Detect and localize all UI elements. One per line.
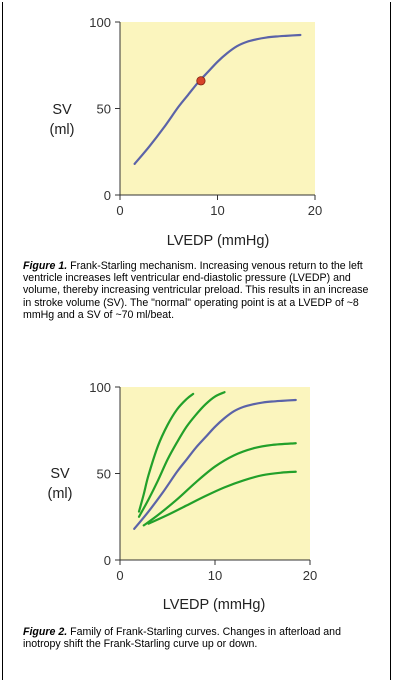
x-tick-label: 0	[116, 568, 123, 583]
x-tick-label: 10	[208, 568, 222, 583]
y-tick-label: 100	[89, 380, 111, 395]
y-axis-label: SV	[50, 466, 70, 482]
y-axis-label: SV	[52, 102, 72, 118]
series-line-4	[142, 442, 297, 527]
figure-1-text: Frank-Starling mechanism. Increasing ven…	[23, 260, 369, 321]
y-tick-label: 100	[89, 15, 111, 30]
series-line-1	[137, 392, 195, 513]
plot-area	[120, 22, 315, 195]
series-line-3	[133, 398, 297, 530]
x-tick-label: 0	[116, 203, 123, 218]
figure-1-caption: Figure 1. Frank-Starling mechanism. Incr…	[23, 260, 378, 321]
chart-2: 0 10 20 0 50 100 SV (ml) LVEDP (mmHg)	[48, 380, 318, 613]
figure-2-caption: Figure 2. Family of Frank-Starling curve…	[23, 626, 378, 650]
x-tick-label: 20	[303, 568, 317, 583]
series-line-5	[147, 470, 297, 525]
x-tick-label: 20	[308, 203, 322, 218]
series-line-1	[133, 33, 302, 165]
figure-2-label: Figure 2.	[23, 626, 68, 638]
y-tick-label: 50	[97, 102, 111, 117]
x-axis-label: LVEDP (mmHg)	[167, 233, 270, 249]
y-tick-label: 50	[97, 467, 111, 482]
x-tick-label: 10	[210, 203, 224, 218]
y-axis-unit: (ml)	[50, 122, 75, 138]
figure-2-text: Family of Frank-Starling curves. Changes…	[23, 626, 341, 651]
y-tick-label: 0	[104, 553, 111, 568]
y-axis-unit: (ml)	[48, 486, 73, 502]
figure-frame	[2, 2, 391, 680]
series-line-2	[137, 391, 226, 518]
chart-1: 0 10 20 0 50 100 SV (ml) LVEDP (mmHg)	[50, 15, 323, 249]
figure-1-label: Figure 1.	[23, 260, 68, 272]
operating-point	[196, 76, 206, 86]
x-axis-label: LVEDP (mmHg)	[163, 597, 266, 613]
y-tick-label: 0	[104, 188, 111, 203]
